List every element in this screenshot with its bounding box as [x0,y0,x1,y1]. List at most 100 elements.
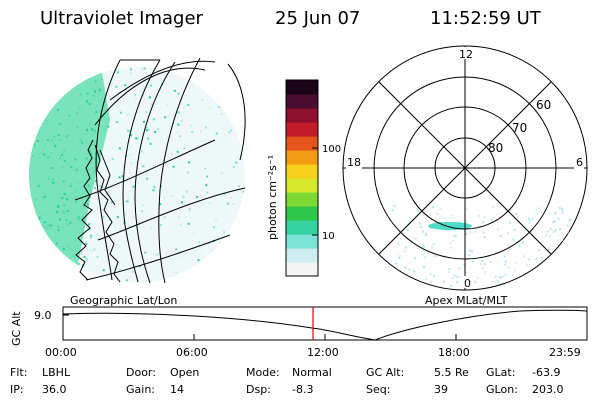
geo-speckle-dot [187,103,190,106]
geo-speckle-dot [199,130,202,133]
apex-speckle-dot [482,221,484,224]
geo-speckle-dot [48,90,51,93]
apex-speckle-dot [518,245,521,248]
apex-speckle-dot [498,276,501,279]
geo-speckle-dot [41,101,44,104]
apex-speckle-dot [527,258,530,261]
colorbar-swatch [286,136,318,151]
apex-speckle-dot [482,231,485,234]
status-value: 36.0 [42,383,67,396]
geo-speckle-dot [35,93,38,96]
geo-speckle-dot [90,249,92,252]
apex-speckle-dot [567,224,570,227]
apex-speckle-dot [414,237,417,240]
apex-speckle-dot [398,255,401,258]
apex-speckle-dot [450,284,453,287]
geo-speckle-dot [230,264,233,267]
altitude-x-tick-label: 12:00 [307,346,339,359]
apex-speckle-dot [412,269,415,271]
geo-speckle-dot [147,129,150,132]
apex-speckle-dot [398,257,401,259]
apex-speckle-dot [543,272,546,275]
geo-speckle-dot [125,200,128,203]
geo-speckle-dot [46,246,49,249]
status-value: Normal [292,366,332,379]
status-value: 39 [434,383,448,396]
geo-speckle-dot [140,68,143,71]
geo-speckle-dot [118,147,121,150]
apex-speckle-dot [433,275,436,278]
apex-speckle-dot [504,260,507,263]
geo-speckle-dot [220,112,223,115]
status-key: Mode: [246,366,280,379]
apex-speckle-dot [554,220,557,223]
geo-speckle-dot [177,257,180,260]
geo-speckle-dot [57,74,60,77]
geo-speckle-dot [202,74,205,77]
geo-speckle-dot [204,126,207,129]
apex-speckle-dot [391,209,394,211]
apex-speckle-dot [452,239,455,242]
geo-speckle-dot [128,225,131,228]
apex-speckle-dot [477,214,480,217]
geo-speckle-dot [110,83,113,86]
apex-speckle-dot [421,252,424,255]
apex-speckle-dot [416,210,419,213]
geo-speckle-dot [32,249,35,252]
apex-mlt-label-0: 0 [464,277,471,290]
geo-speckle-dot [221,172,223,175]
apex-speckle-dot [515,212,518,215]
geo-speckle-dot [176,150,179,153]
geo-speckle-dot [43,240,46,243]
geo-speckle-dot [124,84,127,87]
geo-speckle-dot [228,131,231,134]
geo-speckle-dot [120,149,123,152]
apex-speckle-dot [552,230,555,233]
geo-speckle-dot [130,162,133,165]
apex-speckle-dot [429,273,432,276]
geo-speckle-dot [211,249,214,251]
geo-speckle-dot [30,248,33,251]
geo-speckle-dot [235,260,238,263]
colorbar-frame [285,79,319,277]
geo-speckle-dot [38,254,40,257]
apex-speckle-dot [398,275,401,278]
geo-speckle-dot [161,282,164,283]
geo-speckle-dot [209,277,212,280]
geo-speckle-dot [190,124,193,127]
apex-speckle-dot [537,207,540,210]
colorbar-swatch [286,192,318,207]
apex-speckle-dot [521,280,524,283]
apex-speckle-dot [554,212,557,215]
apex-speckle-dot [439,207,442,210]
geo-speckle-dot [212,260,214,263]
geo-speckle-dot [196,196,199,199]
apex-speckle-dot [531,218,534,221]
geo-speckle-dot [126,279,129,282]
apex-speckle-dot [404,266,407,269]
colorbar: 100 10 photon cm⁻²s⁻¹ [266,79,341,277]
geo-speckle-dot [188,210,191,213]
geo-speckle-dot [159,203,162,206]
geo-speckle-dot [36,94,39,97]
apex-label-bg-0 [462,276,472,288]
geo-speckle-dot [144,174,147,177]
apex-speckle-dot [424,256,426,259]
apex-speckle-dot [422,245,425,248]
geo-speckle-dot [128,276,131,279]
geo-speckle-dot [41,262,44,265]
geo-speckle-dot [134,94,137,97]
apex-speckle-dot [423,266,425,269]
apex-speckle-dot [549,228,552,231]
geo-speckle-dot [235,161,238,164]
geo-speckle-dot [67,73,70,76]
geo-speckle-dot [100,67,103,69]
apex-speckle-dot [508,248,511,251]
geo-speckle-dot [151,103,154,106]
apex-speckle-dot [407,228,409,231]
geo-speckle-dot [239,106,242,109]
geo-speckle-dot [102,269,105,272]
status-key: Dsp: [246,383,271,396]
colorbar-unit-label: photon cm⁻²s⁻¹ [266,155,279,240]
apex-speckle-dot [516,216,519,218]
